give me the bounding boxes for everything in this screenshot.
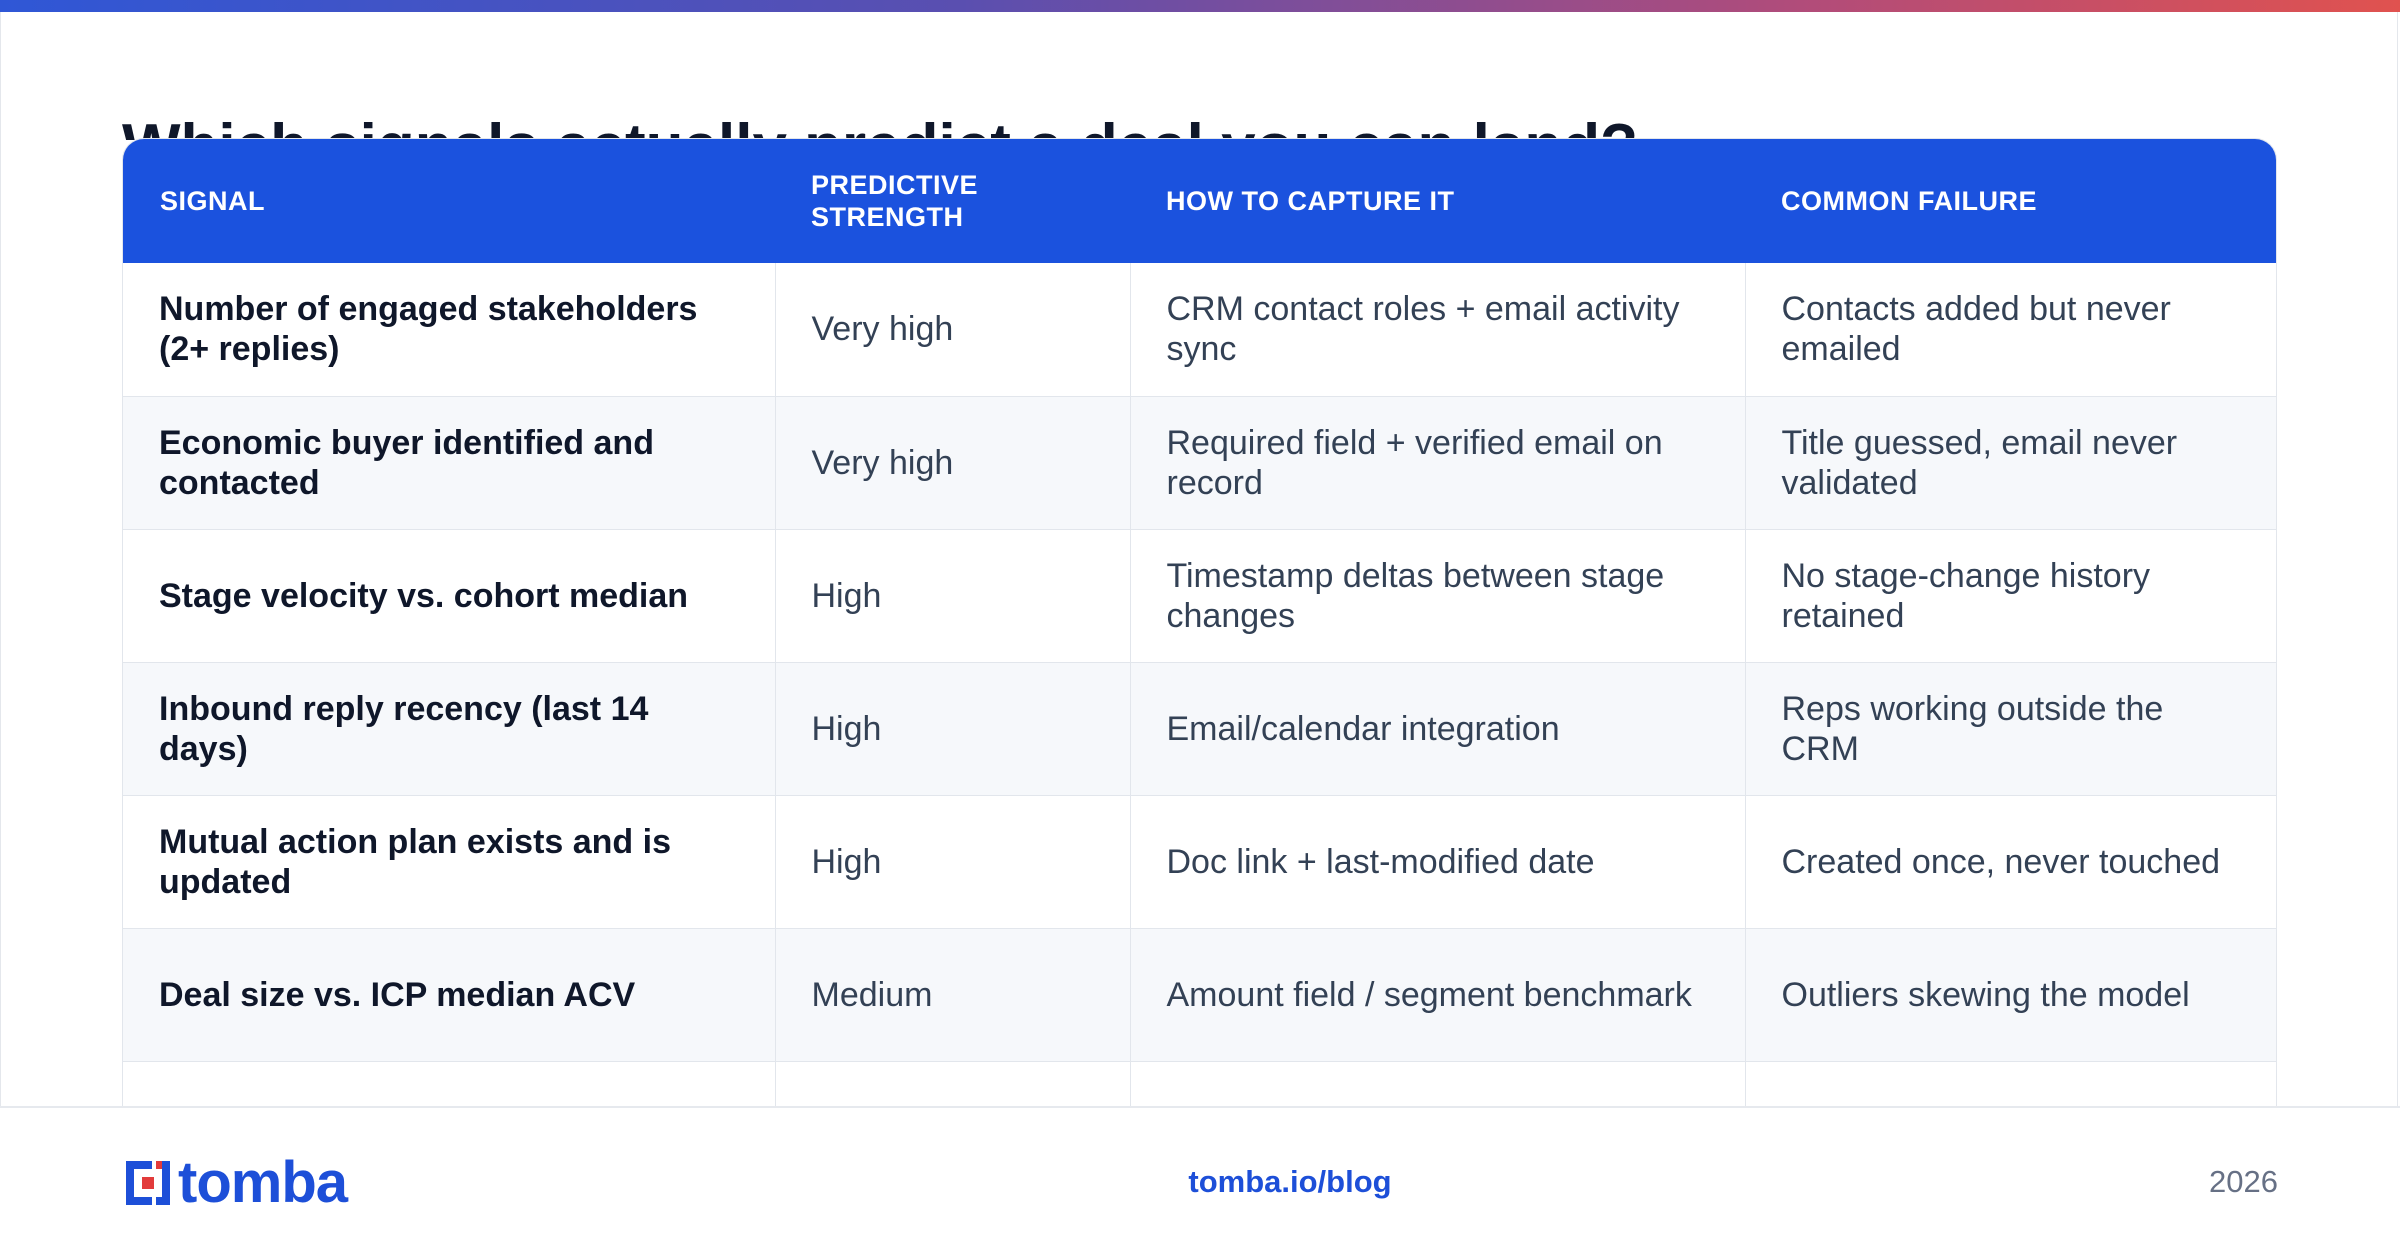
- failure-cell: Title guessed, email never validated: [1745, 396, 2276, 530]
- capture-cell: Required field + verified email on recor…: [1130, 396, 1746, 530]
- footer: [0, 1108, 2400, 1258]
- capture-cell: Doc link + last-modified date: [1130, 795, 1746, 929]
- capture-cell: Amount field / segment benchmark: [1130, 928, 1746, 1062]
- signals-table: SIGNAL PREDICTIVE STRENGTH HOW TO CAPTUR…: [123, 139, 2276, 1159]
- strength-cell: Medium: [775, 928, 1131, 1062]
- signal-cell: Number of engaged stakeholders (2+ repli…: [123, 263, 776, 397]
- failure-cell: Outliers skewing the model: [1745, 928, 2276, 1062]
- failure-cell: No stage-change history retained: [1745, 529, 2276, 663]
- header-how-to-capture: HOW TO CAPTURE IT: [1166, 186, 1455, 216]
- tomba-logo: tomba: [122, 1150, 348, 1215]
- strength-cell: High: [775, 795, 1131, 929]
- signal-cell: Mutual action plan exists and is updated: [123, 795, 776, 929]
- failure-cell: Created once, never touched: [1745, 795, 2276, 929]
- tomba-logo-text: tomba: [178, 1150, 348, 1215]
- strength-cell: High: [775, 662, 1131, 796]
- signals-table-card: SIGNAL PREDICTIVE STRENGTH HOW TO CAPTUR…: [122, 138, 2277, 1160]
- table-row: Mutual action plan exists and is updated…: [123, 795, 2276, 929]
- header-predictive-strength: PREDICTIVE STRENGTH: [811, 170, 979, 232]
- strength-cell: Very high: [775, 396, 1131, 530]
- footer-divider: [0, 1106, 2400, 1108]
- capture-cell: CRM contact roles + email activity sync: [1130, 263, 1746, 397]
- failure-cell: Reps working outside the CRM: [1745, 662, 2276, 796]
- slide-headline: Which signals actually predict a deal yo…: [122, 116, 1922, 140]
- signal-cell: Deal size vs. ICP median ACV: [123, 928, 776, 1062]
- header-common-failure: COMMON FAILURE: [1781, 186, 2037, 216]
- table-row: Number of engaged stakeholders (2+ repli…: [123, 263, 2276, 397]
- table-header: SIGNAL PREDICTIVE STRENGTH HOW TO CAPTUR…: [123, 139, 2276, 263]
- signal-cell: Economic buyer identified and contacted: [123, 396, 776, 530]
- capture-cell: Email/calendar integration: [1130, 662, 1746, 796]
- accent-bar: [0, 0, 2400, 12]
- tomba-logo-icon: [126, 1161, 170, 1205]
- signal-cell: Inbound reply recency (last 14 days): [123, 662, 776, 796]
- table-row: Deal size vs. ICP median ACV Medium Amou…: [123, 928, 2276, 1062]
- table-row: Stage velocity vs. cohort median High Ti…: [123, 529, 2276, 663]
- table-row: Economic buyer identified and contacted …: [123, 396, 2276, 530]
- blog-link[interactable]: tomba.io/blog: [1188, 1164, 1392, 1199]
- strength-cell: High: [775, 529, 1131, 663]
- footer-year: 2026: [2209, 1164, 2278, 1199]
- capture-cell: Timestamp deltas between stage changes: [1130, 529, 1746, 663]
- strength-cell: Very high: [775, 263, 1131, 397]
- header-signal: SIGNAL: [160, 186, 266, 216]
- table-header-row: SIGNAL PREDICTIVE STRENGTH HOW TO CAPTUR…: [123, 139, 2276, 263]
- table-row: Inbound reply recency (last 14 days) Hig…: [123, 662, 2276, 796]
- failure-cell: Contacts added but never emailed: [1745, 263, 2276, 397]
- signal-cell: Stage velocity vs. cohort median: [123, 529, 776, 663]
